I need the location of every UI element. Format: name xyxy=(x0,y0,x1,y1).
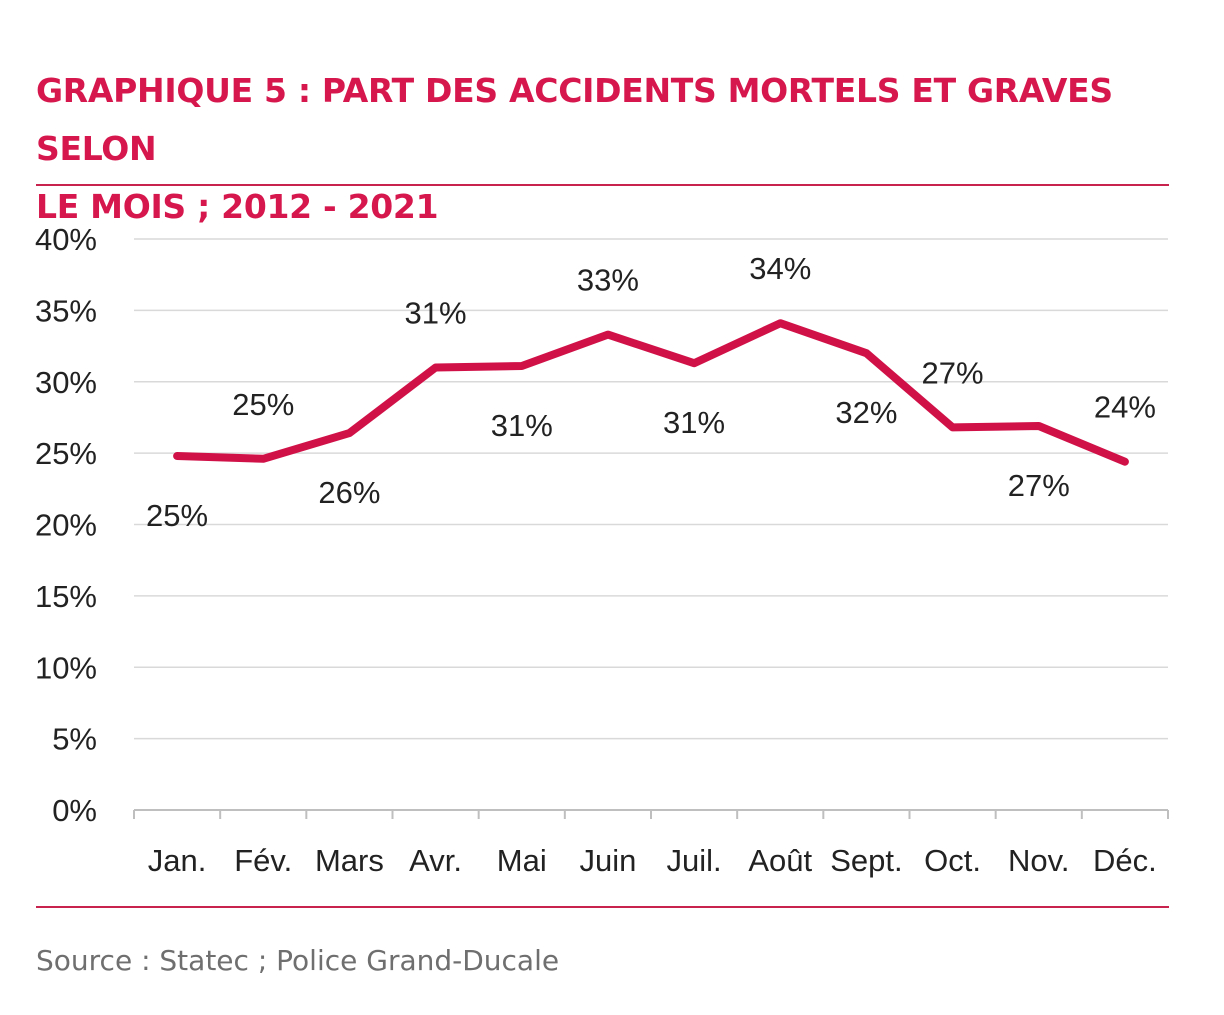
series-line-layer xyxy=(173,319,1129,466)
chart-title: GRAPHIQUE 5 : PART DES ACCIDENTS MORTELS… xyxy=(36,62,1186,236)
top-divider xyxy=(36,184,1169,186)
data-label: 33% xyxy=(577,263,639,298)
x-tick-label: Oct. xyxy=(924,843,981,878)
data-label: 25% xyxy=(146,498,208,533)
x-tick-label: Mars xyxy=(315,843,384,878)
x-tick-label: Sept. xyxy=(830,843,902,878)
data-label: 24% xyxy=(1094,390,1156,425)
data-label: 31% xyxy=(405,295,467,330)
y-tick-label: 40% xyxy=(35,222,97,257)
x-tick-label: Mai xyxy=(497,843,547,878)
data-label: 34% xyxy=(749,251,811,286)
y-tick-label: 5% xyxy=(52,722,97,757)
data-label: 32% xyxy=(835,395,897,430)
x-tick-label: Avr. xyxy=(409,843,462,878)
y-tick-label: 10% xyxy=(35,650,97,685)
chart-title-line-1: GRAPHIQUE 5 : PART DES ACCIDENTS MORTELS… xyxy=(36,71,1113,168)
x-tick-label: Juin xyxy=(579,843,636,878)
data-label: 31% xyxy=(491,408,553,443)
y-tick-label: 25% xyxy=(35,436,97,471)
data-label: 27% xyxy=(922,355,984,390)
x-tick-label: Fév. xyxy=(234,843,292,878)
y-tick-label: 0% xyxy=(52,793,97,828)
data-label: 26% xyxy=(318,475,380,510)
y-tick-label: 15% xyxy=(35,579,97,614)
source-note: Source : Statec ; Police Grand-Ducale xyxy=(36,944,560,977)
gridlines xyxy=(134,238,1168,740)
x-tick-label: Jan. xyxy=(148,843,207,878)
y-tick-label: 30% xyxy=(35,365,97,400)
data-label: 31% xyxy=(663,405,725,440)
x-tick-label: Juil. xyxy=(667,843,722,878)
x-tick-label: Déc. xyxy=(1093,843,1157,878)
series-line xyxy=(173,319,1129,466)
data-labels: 25% 25% 26% 31% 31% 33% 31% 34% 32% 27% 27% 24% xyxy=(146,251,1156,533)
y-tick-label: 35% xyxy=(35,293,97,328)
chart-title-line-2: LE MOIS ; 2012 - 2021 xyxy=(36,187,439,226)
x-axis xyxy=(133,809,1169,819)
y-tick-label: 20% xyxy=(35,508,97,543)
x-tick-label: Août xyxy=(748,843,812,878)
x-tick-label: Nov. xyxy=(1008,843,1069,878)
data-label: 25% xyxy=(232,387,294,422)
x-axis-tick-labels: Jan. Fév. Mars Avr. Mai Juin Juil. Août Sept. Oct… xyxy=(148,843,1157,878)
y-axis-tick-labels: 0% 5% 10% 15% 20% 25% 30% 35% 40% xyxy=(35,222,97,828)
bottom-divider xyxy=(36,906,1169,908)
data-label: 27% xyxy=(1008,468,1070,503)
